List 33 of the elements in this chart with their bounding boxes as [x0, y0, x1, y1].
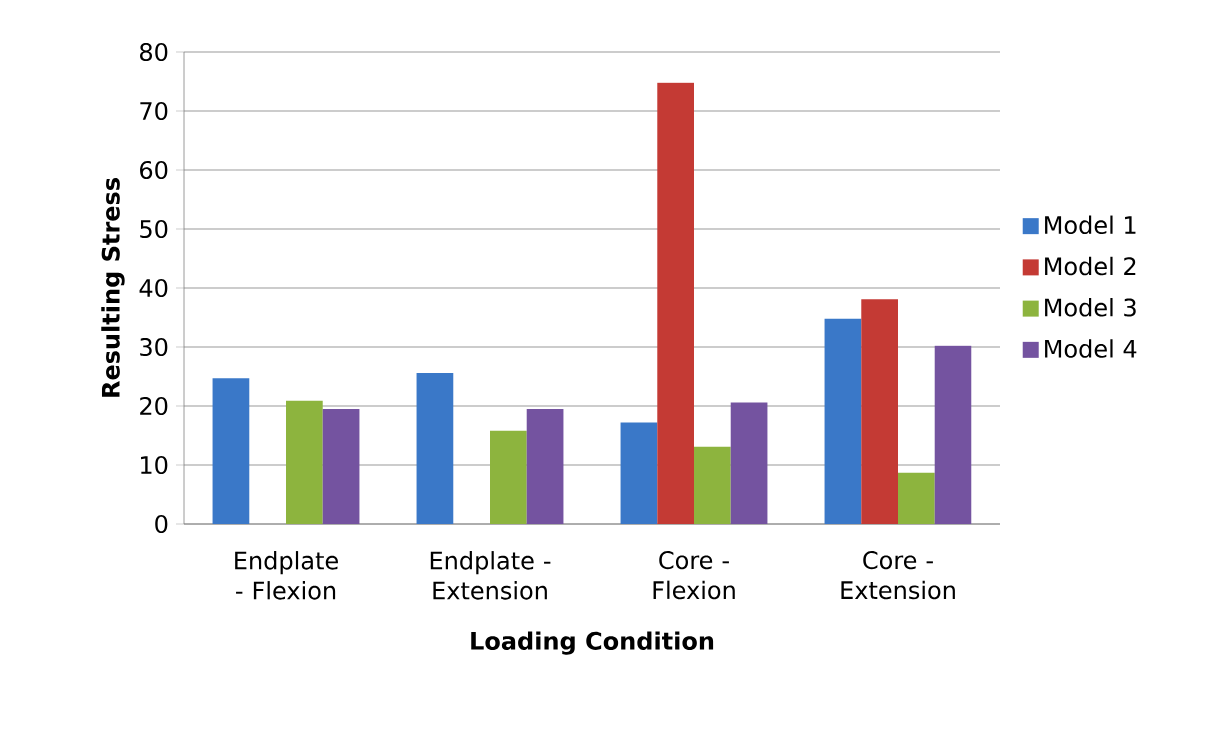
bar: [657, 82, 694, 524]
x-tick-label: Endplate - Flexion: [235, 551, 338, 600]
y-axis-title: Resulting Stress: [101, 178, 125, 397]
x-tick-label: Core - Extension: [841, 551, 955, 600]
y-tick-label: 80: [140, 42, 168, 62]
y-tick-label: 20: [140, 396, 168, 416]
y-tick-label: 30: [140, 337, 168, 357]
legend-label: Model 2: [1045, 256, 1136, 276]
y-tick-label: 40: [139, 278, 168, 298]
y-tick-label: 10: [141, 455, 168, 475]
bar: [490, 430, 527, 524]
bar: [620, 422, 658, 524]
bar: [694, 446, 731, 524]
legend-label: Model 3: [1045, 298, 1136, 317]
bar: [730, 402, 768, 524]
bar: [212, 378, 250, 524]
x-tick-label: Endplate - Extension: [430, 551, 551, 600]
bar: [861, 299, 898, 524]
bar: [416, 372, 454, 524]
y-tick-label: 0: [155, 514, 168, 534]
legend-label: Model 1: [1045, 215, 1136, 235]
bar: [824, 318, 862, 524]
bar: [286, 400, 323, 524]
y-tick-label: 70: [140, 101, 168, 121]
y-tick-label: 60: [140, 160, 168, 180]
bar: [526, 408, 564, 524]
x-axis-title: Loading Condition: [471, 631, 714, 655]
x-tick-label: Core - Flexion: [653, 551, 735, 600]
bar: [322, 408, 360, 524]
legend-label: Model 4: [1045, 339, 1137, 358]
y-tick-label: 50: [140, 219, 168, 239]
bar: [898, 472, 935, 524]
bar: [934, 345, 972, 524]
